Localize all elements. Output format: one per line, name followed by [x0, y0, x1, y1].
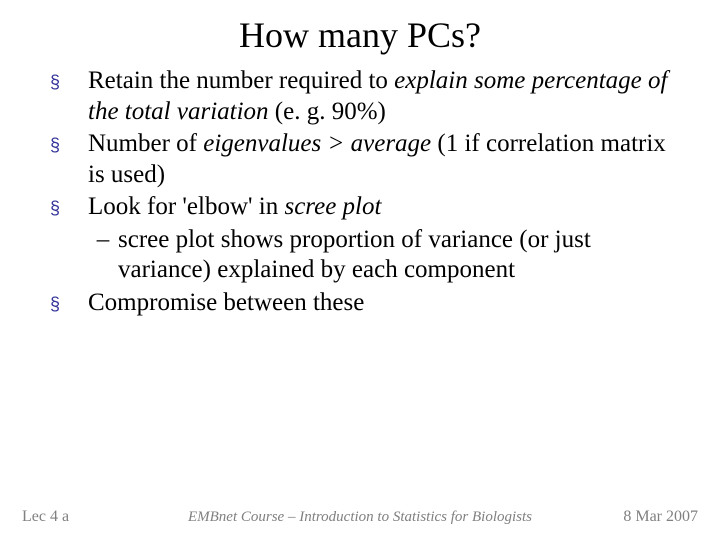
- slide: How many PCs? § Retain the number requir…: [0, 0, 720, 540]
- footer-center: EMBnet Course – Introduction to Statisti…: [0, 509, 720, 526]
- bullet-text: Number of eigenvalues > average (1 if co…: [88, 129, 670, 190]
- text-post: (e. g. 90%): [269, 98, 386, 125]
- bullet-icon: §: [50, 129, 88, 157]
- text-pre: Retain the number required to: [88, 67, 394, 94]
- footer: Lec 4 a EMBnet Course – Introduction to …: [0, 509, 720, 526]
- bullet-1: § Retain the number required to explain …: [50, 66, 670, 127]
- bullet-text: Retain the number required to explain so…: [88, 66, 670, 127]
- bullet-3: § Look for 'elbow' in scree plot: [50, 192, 670, 223]
- bullet-text: Look for 'elbow' in scree plot: [88, 192, 670, 223]
- slide-title: How many PCs?: [0, 0, 720, 62]
- bullet-icon: §: [50, 192, 88, 220]
- bullet-2: § Number of eigenvalues > average (1 if …: [50, 129, 670, 190]
- footer-left: Lec 4 a: [22, 508, 69, 526]
- bullet-text: scree plot shows proportion of variance …: [118, 225, 670, 286]
- bullet-icon: §: [50, 66, 88, 94]
- footer-right: 8 Mar 2007: [623, 508, 698, 526]
- bullet-4: § Compromise between these: [50, 288, 670, 319]
- text-em: eigenvalues > average: [203, 130, 431, 157]
- slide-content: § Retain the number required to explain …: [0, 62, 720, 318]
- sub-bullet-icon: –: [88, 225, 118, 256]
- text-pre: Look for 'elbow' in: [88, 193, 284, 220]
- bullet-text: Compromise between these: [88, 288, 670, 319]
- text-em: scree plot: [284, 193, 381, 220]
- bullet-3-sub: – scree plot shows proportion of varianc…: [50, 225, 670, 286]
- text-pre: Number of: [88, 130, 203, 157]
- bullet-icon: §: [50, 288, 88, 316]
